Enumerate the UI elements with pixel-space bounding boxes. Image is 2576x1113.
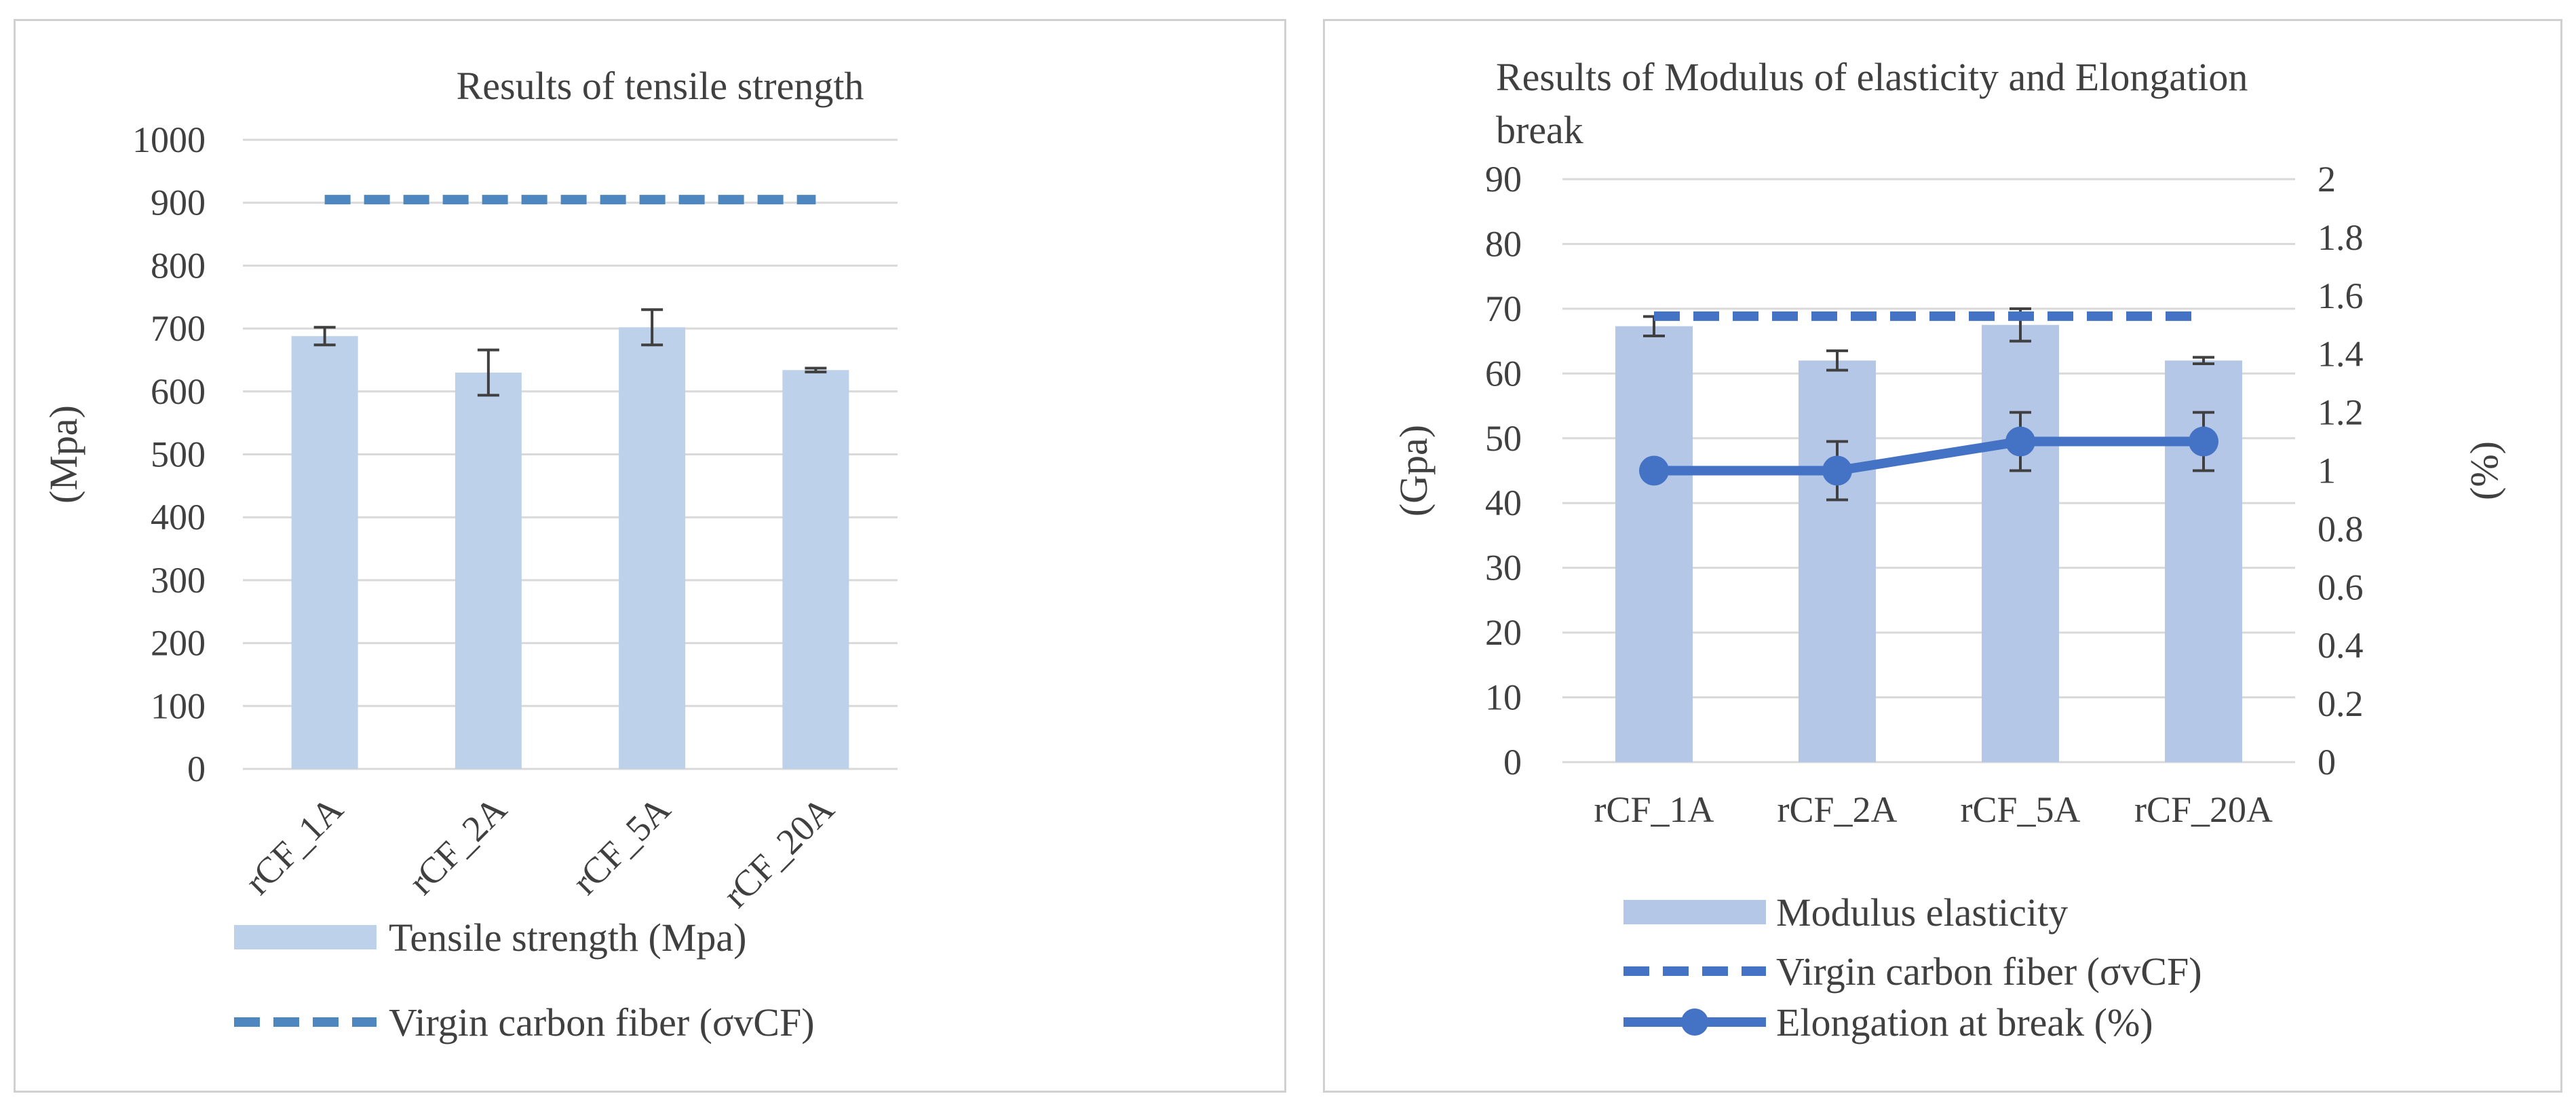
bar	[1615, 326, 1693, 762]
x-tick-label: rCF_5A	[1960, 789, 2080, 830]
elongation-point	[2189, 426, 2218, 457]
y-tick-label: 80	[1485, 223, 1522, 264]
modulus-elongation-chart: Results of Modulus of elasticity and Elo…	[1391, 55, 2506, 1044]
y-tick-label: 0	[187, 749, 206, 789]
y2-tick-label: 1.2	[2318, 392, 2364, 433]
y2-tick-label: 0.4	[2318, 625, 2364, 666]
y-axis-title: (Gpa)	[1391, 425, 1436, 516]
x-tick-label: rCF_20A	[715, 789, 842, 916]
x-tick-label: rCF_1A	[1594, 789, 1714, 830]
y-tick-label: 100	[151, 685, 206, 726]
bar	[1982, 324, 2059, 762]
y-tick-label: 70	[1485, 288, 1522, 329]
y2-tick-label: 0.2	[2318, 683, 2364, 724]
y2-tick-label: 0.8	[2318, 508, 2364, 549]
y-tick-label: 20	[1485, 612, 1522, 653]
legend-swatch-bar	[1623, 900, 1766, 924]
tensile-strength-chart-panel: Results of tensile strength 0 100 200 300 400…	[14, 19, 1286, 1093]
legend-label: Virgin carbon fiber (σvCF)	[389, 1000, 815, 1044]
y-tick-label: 10	[1485, 677, 1522, 718]
x-tick-label: rCF_5A	[564, 789, 678, 903]
tensile-strength-chart: Results of tensile strength 0 100 200 300 400…	[41, 64, 898, 1044]
legend-swatch-bar	[234, 925, 377, 949]
y2-tick-label: 0	[2318, 742, 2336, 782]
y-tick-label: 700	[151, 308, 206, 349]
y2-tick-label: 1	[2318, 451, 2336, 491]
legend-label: Tensile strength (Mpa)	[389, 916, 746, 960]
elongation-point	[1639, 455, 1669, 486]
bar	[1799, 360, 1876, 762]
legend-label: Modulus elasticity	[1776, 890, 2068, 935]
y-tick-label: 400	[151, 497, 206, 537]
y-tick-label: 50	[1485, 418, 1522, 459]
y-tick-label: 300	[151, 560, 206, 601]
y-tick-label: 500	[151, 434, 206, 475]
elongation-point	[1822, 455, 1852, 486]
elongation-line	[1654, 436, 2204, 476]
bar	[291, 336, 358, 769]
y-tick-label: 800	[151, 245, 206, 286]
y-tick-label: 90	[1485, 159, 1522, 200]
y-axis-title: (Mpa)	[41, 405, 85, 504]
x-tick-label: rCF_2A	[1777, 789, 1897, 830]
y-tick-label: 1000	[132, 119, 206, 160]
y2-tick-label: 1.8	[2318, 217, 2364, 258]
bar	[455, 372, 522, 769]
y-tick-label: 600	[151, 371, 206, 412]
y-tick-label: 200	[151, 623, 206, 664]
y-tick-label: 900	[151, 183, 206, 223]
y-tick-label: 40	[1485, 483, 1522, 523]
y2-tick-label: 1.4	[2318, 334, 2364, 375]
chart-title: Results of tensile strength	[457, 64, 864, 108]
legend-label: Elongation at break (%)	[1776, 1000, 2153, 1044]
x-tick-label: rCF_20A	[2134, 789, 2273, 830]
y2-axis-title: (%)	[2462, 441, 2506, 500]
modulus-elongation-chart-panel: Results of Modulus of elasticity and Elo…	[1323, 19, 2562, 1093]
bar	[782, 370, 849, 769]
x-tick-label: rCF_1A	[237, 789, 351, 903]
legend-swatch-marker	[1681, 1008, 1708, 1036]
chart-title: Results of Modulus of elasticity and Elo…	[1496, 55, 2248, 99]
chart-title: break	[1496, 108, 1583, 152]
x-tick-label: rCF_2A	[401, 789, 515, 903]
y-tick-label: 60	[1485, 353, 1522, 394]
legend-label: Virgin carbon fiber (σvCF)	[1776, 949, 2202, 994]
y2-tick-label: 2	[2318, 159, 2336, 200]
elongation-point	[2005, 426, 2035, 457]
y2-tick-label: 1.6	[2318, 276, 2364, 316]
y2-tick-label: 0.6	[2318, 567, 2364, 607]
y-tick-label: 30	[1485, 548, 1522, 588]
bar	[619, 327, 686, 770]
y-tick-label: 0	[1503, 742, 1522, 782]
